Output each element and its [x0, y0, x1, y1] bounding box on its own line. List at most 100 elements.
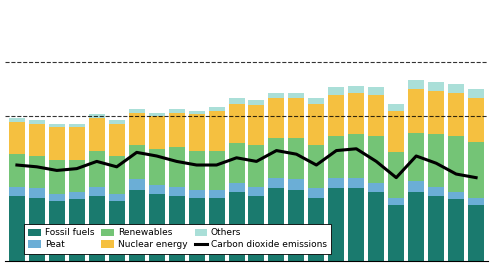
Bar [29, 123, 45, 156]
Bar [288, 180, 304, 190]
Bar [288, 98, 304, 138]
Bar [49, 127, 65, 160]
Bar [349, 86, 364, 93]
Bar [408, 89, 424, 132]
Carbon dioxide emissions [333, 149, 339, 152]
Bar [428, 82, 444, 91]
Carbon dioxide emissions [234, 156, 240, 159]
Carbon dioxide emissions [114, 165, 120, 168]
Bar [89, 118, 105, 151]
Bar [69, 127, 85, 160]
Bar [149, 185, 165, 194]
Carbon dioxide emissions [433, 162, 439, 165]
Bar [288, 93, 304, 98]
Bar [209, 151, 224, 190]
Carbon dioxide emissions [74, 167, 80, 170]
Bar [368, 183, 384, 192]
Bar [169, 187, 184, 196]
Bar [209, 111, 224, 151]
Bar [229, 104, 245, 143]
Bar [368, 95, 384, 136]
Bar [309, 189, 324, 197]
Bar [408, 80, 424, 89]
Carbon dioxide emissions [213, 163, 219, 167]
Bar [189, 111, 205, 114]
Bar [149, 194, 165, 261]
Bar [248, 100, 264, 105]
Bar [349, 93, 364, 134]
Bar [209, 197, 224, 261]
Legend: Fossil fuels, Peat, Renewables, Nuclear energy, Others, Carbon dioxide emissions: Fossil fuels, Peat, Renewables, Nuclear … [24, 224, 331, 254]
Bar [428, 134, 444, 187]
Bar [468, 98, 484, 142]
Bar [129, 190, 144, 261]
Bar [189, 114, 205, 151]
Carbon dioxide emissions [134, 151, 140, 154]
Bar [129, 113, 144, 145]
Bar [209, 190, 224, 197]
Bar [29, 197, 45, 261]
Bar [448, 93, 464, 136]
Bar [189, 197, 205, 261]
Carbon dioxide emissions [274, 149, 280, 152]
Bar [49, 160, 65, 194]
Bar [408, 192, 424, 261]
Bar [69, 192, 85, 199]
Bar [468, 142, 484, 197]
Bar [448, 192, 464, 199]
Carbon dioxide emissions [54, 169, 60, 172]
Bar [49, 123, 65, 127]
Bar [349, 189, 364, 261]
Bar [109, 156, 125, 194]
Bar [468, 197, 484, 205]
Line: Carbon dioxide emissions: Carbon dioxide emissions [17, 149, 476, 178]
Bar [368, 192, 384, 261]
Bar [229, 183, 245, 192]
Bar [29, 156, 45, 189]
Bar [328, 189, 344, 261]
Bar [29, 120, 45, 123]
Bar [309, 145, 324, 189]
Carbon dioxide emissions [154, 154, 160, 157]
Bar [328, 95, 344, 136]
Bar [149, 116, 165, 149]
Bar [368, 136, 384, 183]
Bar [169, 113, 184, 147]
Bar [89, 196, 105, 261]
Bar [189, 151, 205, 190]
Bar [269, 178, 284, 189]
Bar [149, 149, 165, 185]
Bar [229, 98, 245, 104]
Bar [309, 98, 324, 104]
Carbon dioxide emissions [14, 163, 20, 167]
Bar [428, 187, 444, 196]
Bar [129, 145, 144, 180]
Bar [448, 84, 464, 93]
Bar [229, 143, 245, 183]
Bar [89, 187, 105, 196]
Bar [269, 93, 284, 98]
Bar [468, 205, 484, 261]
Bar [248, 145, 264, 187]
Bar [169, 147, 184, 187]
Bar [129, 109, 144, 113]
Bar [328, 136, 344, 178]
Bar [328, 178, 344, 189]
Carbon dioxide emissions [473, 176, 479, 179]
Bar [428, 91, 444, 134]
Carbon dioxide emissions [353, 147, 359, 150]
Carbon dioxide emissions [413, 154, 419, 157]
Bar [109, 194, 125, 201]
Bar [69, 160, 85, 192]
Carbon dioxide emissions [293, 153, 299, 156]
Carbon dioxide emissions [393, 176, 399, 179]
Bar [248, 105, 264, 145]
Bar [69, 123, 85, 127]
Carbon dioxide emissions [94, 160, 100, 163]
Bar [69, 199, 85, 261]
Bar [109, 120, 125, 123]
Bar [209, 107, 224, 111]
Bar [109, 201, 125, 261]
Bar [428, 196, 444, 261]
Bar [169, 109, 184, 113]
